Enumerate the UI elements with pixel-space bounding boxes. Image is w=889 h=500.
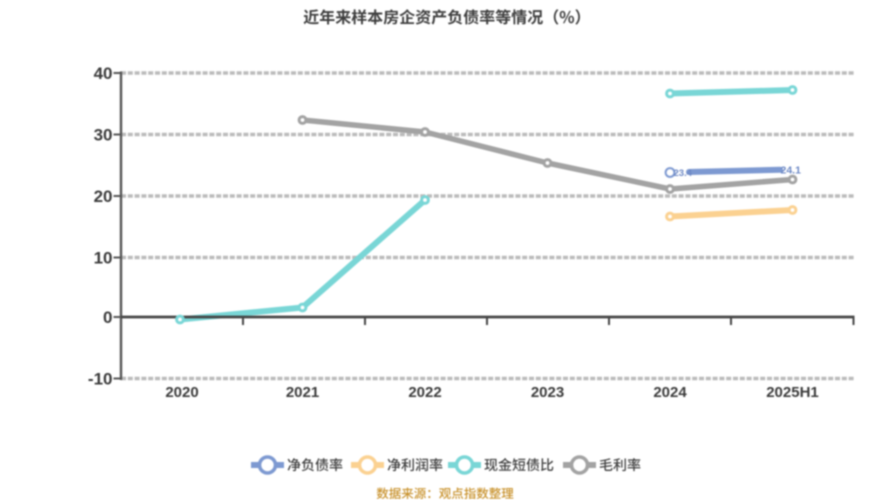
svg-text:2020: 2020 (165, 384, 198, 401)
svg-text:0: 0 (103, 308, 112, 327)
svg-text:2022: 2022 (408, 384, 441, 401)
svg-text:10: 10 (94, 249, 113, 268)
svg-text:2025H1: 2025H1 (766, 384, 819, 401)
svg-text:2021: 2021 (286, 384, 319, 401)
svg-text:2024: 2024 (653, 384, 687, 401)
svg-text:30: 30 (94, 126, 113, 145)
svg-text:-10: -10 (88, 370, 113, 389)
svg-text:20: 20 (94, 187, 113, 206)
svg-text:24.1: 24.1 (781, 165, 802, 177)
svg-text:23.4: 23.4 (674, 168, 693, 179)
svg-text:2023: 2023 (531, 384, 564, 401)
svg-text:40: 40 (94, 64, 113, 83)
